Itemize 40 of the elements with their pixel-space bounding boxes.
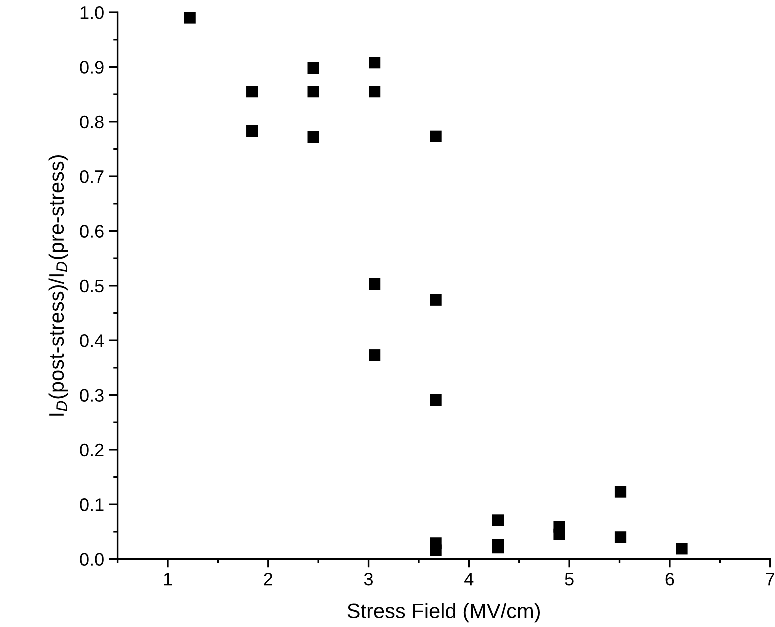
x-axis-title: Stress Field (MV/cm): [348, 603, 540, 623]
y-tick-label: 0.6: [80, 225, 104, 238]
x-tick-label: 1: [164, 573, 172, 586]
point: [308, 131, 320, 144]
x-tick-label: 7: [766, 573, 774, 586]
point: [246, 125, 258, 137]
x-tick-label: 3: [364, 572, 374, 586]
point: [430, 394, 442, 406]
y-axis-title: I$_{D}$(post-stress)/I$_{D}$(pre-stress): [48, 155, 68, 416]
y-tick-label: 0.0: [80, 553, 104, 566]
point: [368, 57, 381, 69]
y-tick-label: 0.1: [80, 498, 104, 512]
point: [430, 544, 442, 556]
point: [614, 532, 627, 544]
point: [614, 486, 627, 498]
y-tick-label: 0.5: [80, 280, 104, 293]
y-tick-label: 0.7: [80, 170, 104, 184]
point: [308, 62, 320, 74]
point: [308, 86, 320, 98]
point: [246, 86, 258, 98]
y-tick-label: 1.0: [80, 6, 104, 20]
x-tick-label: 6: [666, 572, 674, 586]
point: [368, 278, 381, 290]
x-tick-label: 5: [565, 573, 574, 586]
point: [492, 542, 504, 554]
y-tick-label: 0.4: [80, 334, 104, 348]
y-tick-label: 0.2: [80, 444, 104, 457]
y-tick-label: 0.8: [80, 116, 104, 129]
point: [430, 294, 442, 306]
x-tick-label: 2: [264, 572, 273, 586]
y-tick-label: 0.3: [80, 389, 104, 402]
y-tick-label: 0.9: [80, 61, 104, 74]
point: [492, 514, 504, 526]
x-tick-label: 4: [464, 573, 474, 586]
point: [368, 350, 381, 362]
point: [554, 528, 566, 540]
point: [430, 130, 442, 142]
point: [368, 86, 381, 98]
point: [676, 543, 688, 555]
point: [184, 12, 196, 24]
